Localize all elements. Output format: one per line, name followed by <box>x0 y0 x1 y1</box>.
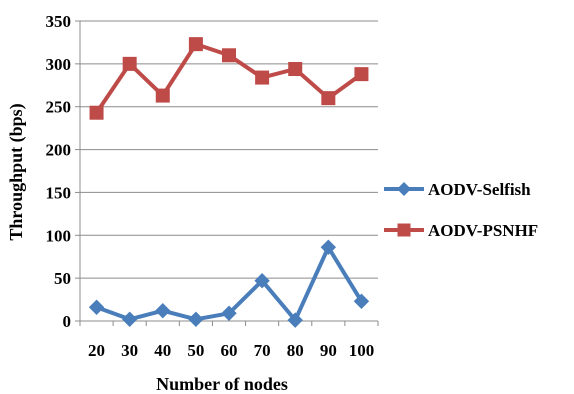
series-aodv-psnhf <box>89 37 369 120</box>
legend: AODV-Selfish AODV-PSNHF <box>384 180 538 240</box>
x-tick-label: 60 <box>221 341 238 360</box>
series-aodv-selfish <box>88 239 370 328</box>
data-point <box>188 37 203 52</box>
x-tick-label: 80 <box>287 341 304 360</box>
tick-labels: 0 50 100 150 200 250 300 350 20 30 40 50 60 70 80 90 100 <box>46 12 375 360</box>
data-point <box>155 303 171 319</box>
y-tick-label: 50 <box>54 269 71 288</box>
y-tick-label: 200 <box>46 141 72 160</box>
x-tick-label: 100 <box>349 341 375 360</box>
legend-label: AODV-PSNHF <box>428 221 538 240</box>
legend-marker <box>397 182 411 196</box>
data-point <box>288 62 303 76</box>
x-axis-title: Number of nodes <box>156 374 288 394</box>
axes <box>75 20 379 326</box>
x-tick-label: 70 <box>254 341 271 360</box>
y-axis-title: Throughput (bps) <box>6 103 27 240</box>
legend-label: AODV-Selfish <box>428 180 531 199</box>
data-point <box>221 305 237 321</box>
data-point <box>122 56 137 71</box>
data-point <box>155 88 170 103</box>
x-tick-label: 50 <box>187 341 204 360</box>
y-tick-label: 100 <box>46 226 72 245</box>
data-point <box>353 293 370 309</box>
data-point <box>255 70 270 85</box>
y-tick-label: 250 <box>46 98 72 117</box>
y-tick-label: 300 <box>46 55 72 74</box>
x-tick-label: 90 <box>320 341 337 360</box>
data-point <box>88 299 105 315</box>
x-tick-label: 30 <box>121 341 138 360</box>
data-point <box>320 239 337 255</box>
data-point <box>321 91 336 106</box>
y-tick-label: 150 <box>46 183 72 202</box>
y-tick-label: 0 <box>63 312 72 331</box>
data-point <box>354 67 369 82</box>
data-point <box>121 311 138 327</box>
x-tick-label: 40 <box>154 341 171 360</box>
legend-item: AODV-Selfish <box>384 180 531 199</box>
data-point <box>222 48 236 63</box>
data-point <box>188 311 204 327</box>
legend-marker <box>397 223 411 237</box>
legend-item: AODV-PSNHF <box>384 221 538 240</box>
data-point <box>287 312 303 328</box>
x-tick-label: 20 <box>88 341 105 360</box>
data-point <box>89 105 104 120</box>
series <box>88 37 370 328</box>
y-tick-label: 350 <box>46 12 72 31</box>
data-point <box>254 273 270 289</box>
